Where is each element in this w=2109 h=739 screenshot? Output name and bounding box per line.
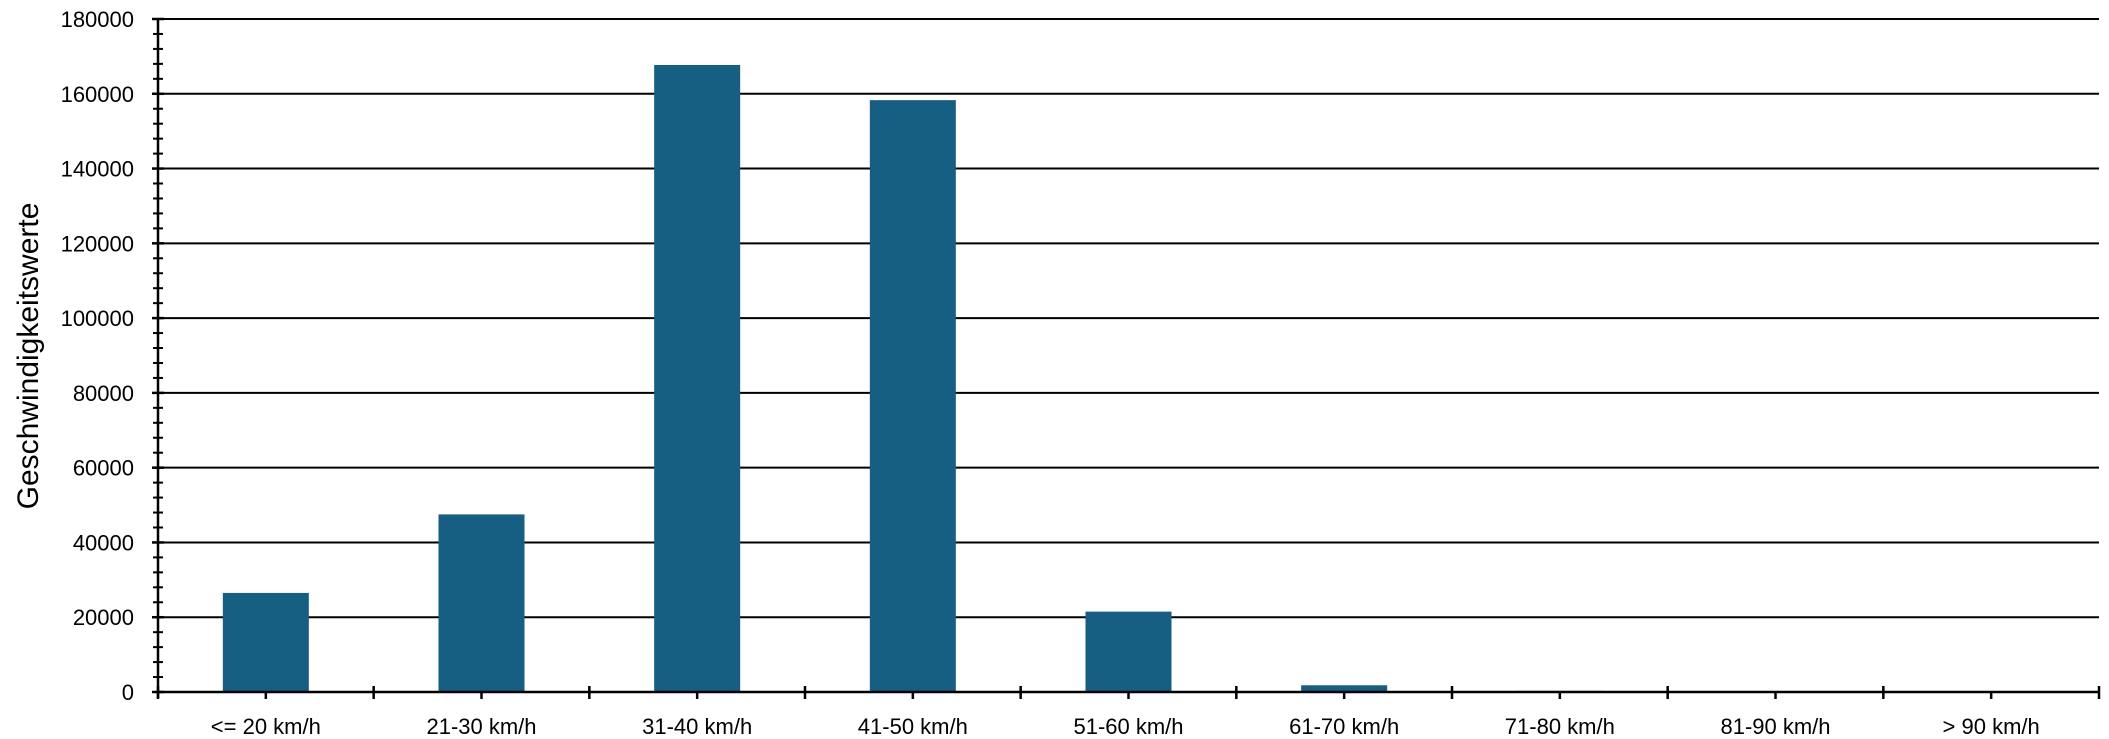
x-tick-label: 21-30 km/h bbox=[426, 714, 536, 739]
x-axis-tick-labels: <= 20 km/h 21-30 km/h 31-40 km/h 41-50 km/h… bbox=[211, 714, 2040, 739]
bar bbox=[1085, 611, 1172, 692]
x-axis-ticks bbox=[156, 686, 2101, 699]
y-axis-title: Geschwindigkeitswerte bbox=[12, 203, 45, 510]
y-tick-label: 120000 bbox=[61, 231, 134, 256]
x-tick-label: 71-80 km/h bbox=[1505, 714, 1615, 739]
y-tick-label: 0 bbox=[122, 680, 134, 705]
x-tick-label: 51-60 km/h bbox=[1073, 714, 1183, 739]
y-tick-label: 80000 bbox=[73, 381, 134, 406]
x-tick-label: > 90 km/h bbox=[1943, 714, 2040, 739]
y-tick-label: 140000 bbox=[61, 157, 134, 182]
bar bbox=[438, 514, 525, 692]
bar bbox=[654, 64, 741, 692]
y-tick-label: 40000 bbox=[73, 530, 134, 555]
x-tick-label: <= 20 km/h bbox=[211, 714, 321, 739]
y-tick-label: 20000 bbox=[73, 605, 134, 630]
bar bbox=[869, 100, 956, 692]
y-tick-label: 160000 bbox=[61, 82, 134, 107]
x-tick-label: 61-70 km/h bbox=[1289, 714, 1399, 739]
bar bbox=[1301, 685, 1388, 692]
y-axis-tick-labels: 0 20000 40000 60000 80000 100000 120000 140000 1… bbox=[61, 7, 134, 705]
x-tick-label: 31-40 km/h bbox=[642, 714, 752, 739]
y-tick-label: 180000 bbox=[61, 7, 134, 32]
y-tick-label: 100000 bbox=[61, 306, 134, 331]
y-tick-label: 60000 bbox=[73, 456, 134, 481]
bars bbox=[222, 64, 1603, 692]
x-tick-label: 81-90 km/h bbox=[1720, 714, 1830, 739]
bar bbox=[222, 592, 309, 692]
x-tick-label: 41-50 km/h bbox=[858, 714, 968, 739]
